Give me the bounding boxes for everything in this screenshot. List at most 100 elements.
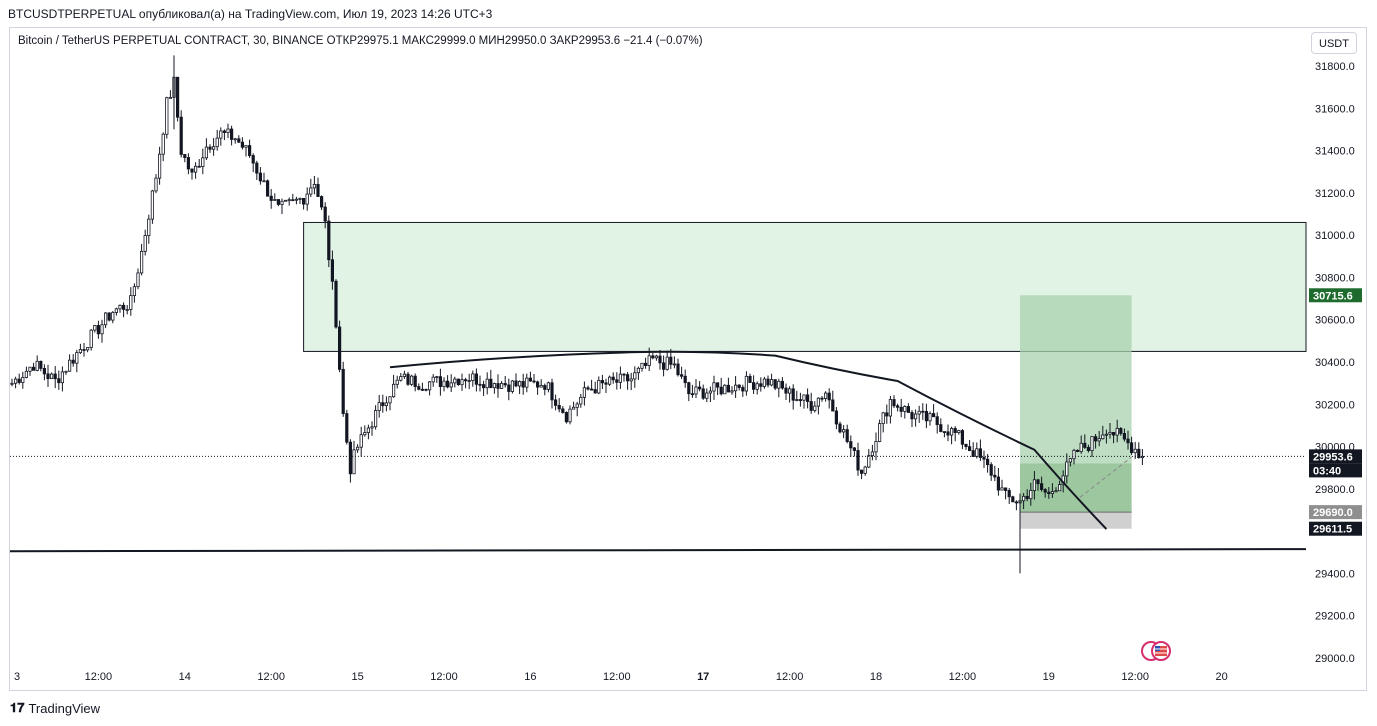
candle-body	[255, 162, 259, 174]
candle-body	[39, 360, 43, 369]
candle-body	[644, 362, 648, 366]
candle-body	[244, 145, 248, 148]
candle-body	[665, 356, 669, 370]
candle-body	[71, 359, 75, 364]
price-label-entry: 29690.0	[1313, 507, 1353, 519]
price-label-bg-countdown	[1309, 463, 1362, 478]
x-tick-label: 12:00	[949, 671, 977, 683]
candle-body	[399, 376, 403, 381]
candle-body	[1137, 448, 1141, 459]
candle-body	[1054, 490, 1058, 493]
candle-body	[301, 197, 306, 205]
candle-body	[647, 355, 651, 366]
position-stop-area[interactable]	[1020, 512, 1132, 529]
price-label-last: 29953.6	[1313, 451, 1353, 463]
candle-body	[1076, 449, 1080, 452]
candle-body	[201, 157, 205, 167]
candle-body	[1119, 428, 1123, 434]
candle-body	[1040, 483, 1044, 490]
candle-body	[582, 387, 587, 398]
candle-body	[1058, 484, 1062, 492]
candle-body	[89, 329, 93, 348]
price-label-countdown: 03:40	[1313, 465, 1341, 477]
candle-body	[82, 349, 86, 351]
candle-body	[1122, 433, 1126, 440]
candle-body	[273, 199, 277, 201]
candle-body	[449, 382, 453, 388]
candle-body	[1000, 487, 1004, 491]
candle-body	[258, 172, 263, 182]
candle-body	[32, 366, 36, 371]
candle-body	[319, 196, 324, 208]
candle-body	[471, 373, 475, 381]
candle-body	[917, 410, 921, 415]
candle-body	[86, 347, 90, 351]
rounding-top-curve[interactable]	[389, 350, 1108, 530]
candle-body	[251, 155, 255, 164]
candle-body	[460, 379, 464, 386]
candle-body	[165, 97, 169, 135]
candle-body	[744, 375, 749, 392]
candle-body	[878, 423, 882, 442]
events-flag-icon[interactable]	[1140, 640, 1174, 662]
candle-body	[561, 408, 565, 413]
support-trendline[interactable]	[9, 548, 1307, 553]
currency-button[interactable]: USDT	[1311, 32, 1357, 54]
candle-body	[21, 377, 25, 383]
candle-body	[557, 404, 561, 410]
candle-body	[193, 165, 198, 173]
x-tick-label: 3	[14, 671, 20, 683]
candle-body	[309, 187, 313, 195]
candle-body	[795, 399, 799, 401]
candle-body	[499, 383, 504, 389]
candle-body	[136, 272, 140, 288]
candle-body	[762, 378, 767, 387]
x-tick-label: 14	[179, 671, 191, 683]
position-filled-area	[1020, 463, 1132, 513]
x-tick-label: 12:00	[776, 671, 804, 683]
candle-body	[122, 304, 126, 310]
candle-body	[406, 373, 410, 385]
supply-zone-rect[interactable]	[303, 221, 1307, 352]
chart-frame[interactable]	[9, 27, 1367, 691]
candle-body	[680, 374, 684, 377]
candle-body	[676, 363, 680, 376]
candle-body	[391, 383, 396, 398]
candle-body	[798, 399, 803, 401]
candle-body	[752, 382, 756, 390]
candle-body	[716, 382, 720, 388]
candle-body	[698, 386, 702, 390]
candle-body	[986, 458, 990, 466]
candle-body	[453, 378, 457, 384]
candle-body	[780, 380, 785, 389]
candle-body	[1022, 495, 1026, 502]
candle-body	[1126, 438, 1130, 444]
candle-body	[247, 145, 252, 156]
candle-body	[157, 153, 162, 179]
x-tick-label: 12:00	[1121, 671, 1149, 683]
candle-body	[431, 376, 435, 383]
candle-body	[737, 384, 741, 388]
candle-body	[118, 304, 122, 310]
candle-body	[24, 370, 29, 378]
candle-body	[1083, 442, 1087, 448]
candle-body	[463, 379, 468, 382]
candle-body	[1101, 434, 1105, 440]
candle-body	[143, 235, 147, 252]
candle-body	[669, 356, 673, 365]
candle-body	[10, 382, 14, 385]
candle-body	[161, 133, 165, 155]
candle-body	[409, 375, 414, 385]
candle-body	[370, 426, 374, 429]
candle-body	[186, 157, 190, 170]
candle-body	[640, 362, 644, 369]
x-tick-label: 12:00	[257, 671, 285, 683]
candle-body	[946, 431, 950, 436]
candle-body	[860, 469, 864, 474]
candle-body	[528, 377, 533, 382]
candle-body	[348, 441, 353, 475]
candle-body	[1090, 436, 1094, 451]
candle-body	[345, 413, 349, 443]
candle-body	[363, 432, 367, 436]
